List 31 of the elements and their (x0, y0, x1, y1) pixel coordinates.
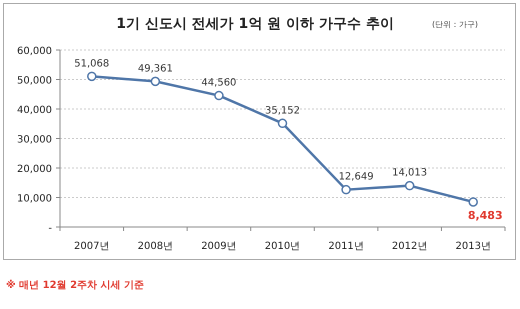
chart-title: 1기 신도시 전세가 1억 원 이하 가구수 추이 (116, 16, 394, 32)
chart-subtitle: (단위 : 가구) (432, 20, 478, 29)
x-tick-label: 2008년 (138, 241, 174, 252)
data-label: 51,068 (74, 58, 110, 70)
x-tick-label: 2012년 (392, 241, 428, 252)
point (87, 72, 97, 82)
y-tick-label: 20,000 (17, 164, 52, 175)
text: ※ 매년 12월 2주차 시세 기준 (6, 279, 144, 291)
point (341, 184, 351, 194)
x-tick-label: 2007년 (74, 241, 110, 252)
y-tick-label: 60,000 (17, 46, 52, 57)
y-tick-label: 40,000 (17, 105, 52, 116)
x-tick-label: 2010년 (264, 241, 300, 252)
annotation: 8,483 (468, 208, 503, 222)
point (468, 197, 478, 207)
x-tick-label: 2009년 (201, 241, 237, 252)
data-label: 35,152 (265, 105, 300, 116)
data-label: 49,361 (138, 63, 173, 74)
point (214, 90, 224, 100)
data-label: 44,560 (201, 78, 236, 89)
point (278, 118, 288, 128)
data-label: 12,649 (338, 172, 374, 183)
point (150, 76, 160, 86)
point (404, 180, 414, 190)
x-tick-label: 2013년 (455, 241, 491, 252)
data-label: 14,013 (392, 168, 428, 179)
y-tick-label: - (48, 223, 52, 234)
x-tick-label: 2011년 (328, 241, 364, 252)
y-tick-label: 10,000 (17, 194, 52, 204)
y-tick-label: 30,000 (17, 134, 52, 146)
y-tick-label: 50,000 (17, 76, 52, 86)
